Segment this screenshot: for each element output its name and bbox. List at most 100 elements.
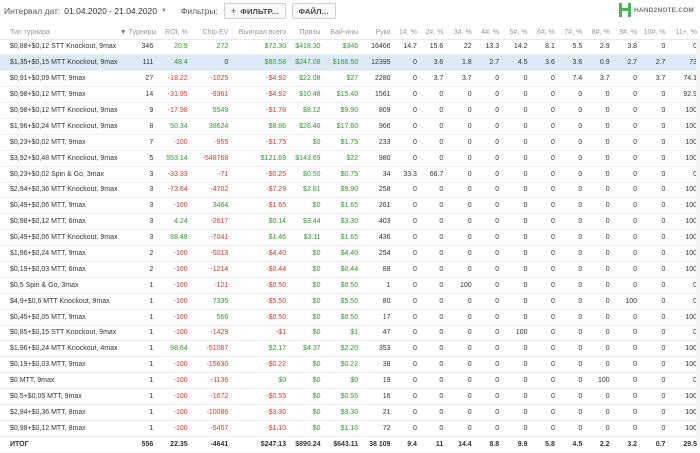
table-cell: 15.6 (419, 39, 447, 56)
table-cell: 0 (502, 293, 531, 310)
table-cell: 17 (361, 309, 394, 326)
column-header[interactable]: 6#, % (530, 26, 558, 40)
table-row[interactable]: $1,96+$0,24 MTT Knockout, 9max 8 50.34 3862… (0, 118, 700, 135)
table-cell: 0 (419, 134, 447, 151)
table-row[interactable]: $0,49+$0,06 MTT Knockout, 9max 3 88.48 -704… (0, 229, 700, 247)
total-cell: 38 109 (361, 435, 394, 453)
table-cell: 0 (640, 150, 669, 167)
table-row[interactable]: $2,94+$0,36 MTT Knockout, 9max 3 -73.64 -47… (0, 182, 700, 199)
column-header-label: 4#, % (481, 28, 500, 36)
date-range-picker[interactable]: 01.04.2020 - 21.04.2020 ▼ (64, 6, 167, 16)
column-header[interactable]: 9#, % (612, 26, 641, 40)
table-row[interactable]: $0,23+$0,02 MTT, 9max 7 -100 -955 -$1.75 $0 $1… (0, 134, 700, 151)
table-cell: 72 (361, 420, 394, 437)
table-cell: 0 (612, 150, 641, 167)
table-cell: 0 (640, 372, 669, 390)
column-header[interactable]: Тип турнира (0, 26, 120, 40)
table-cell: 100 (668, 118, 700, 135)
table-cell: 0 (640, 86, 669, 104)
table-row[interactable]: $0,91+$0,09 MTT, 9max 27 -18.22 -1025 -$4.92… (0, 70, 700, 88)
table-cell: 403 (361, 213, 394, 231)
table-cell: 0 (502, 404, 531, 421)
column-header[interactable]: 11+, % (668, 26, 700, 40)
table-row[interactable]: $0,23+$0,02 Spin & Go, 3max 3 -33.33 -71 -$0… (0, 166, 700, 183)
table-cell: 48.4 (156, 54, 191, 72)
table-row[interactable]: $0,45+$0,05 MTT, 9max 1 -100 566 -$0.50 $0 $0.… (0, 309, 700, 326)
table-cell: 0 (502, 70, 531, 88)
table-row[interactable]: $0,88+$0,12 STT Knockout, 9max 346 20.9 272… (0, 39, 700, 56)
table-cell: $1.10 (323, 420, 362, 437)
table-cell: 0 (530, 182, 558, 199)
column-header[interactable]: Chip EV (190, 26, 232, 40)
table-row[interactable]: $0,19+$0,03 MTT, 9max 1 -100 -15630 -$0.22 $0… (0, 356, 700, 374)
file-button[interactable]: ФАЙЛ... (291, 3, 336, 19)
table-row[interactable]: $0,5 Spin & Go, 3max 1 -100 -121 -$0.50 $0 $0.… (0, 277, 700, 294)
table-row[interactable]: $1,96+$0,24 MTT, 9max 2 -100 -5013 -$4.40 $0 $… (0, 245, 700, 262)
tournament-stats-table: Тип турнира ▼ Турниры ROI, % Chip EV Выиграл … (0, 26, 700, 453)
table-cell: 0 (585, 309, 613, 326)
column-header[interactable]: 3#, % (446, 26, 475, 40)
total-cell: 9.9 (502, 435, 531, 453)
table-cell: 2.7 (640, 54, 669, 72)
table-cell: 0 (530, 86, 558, 104)
table-cell: 0 (474, 261, 503, 278)
table-cell: 80 (361, 293, 394, 310)
table-row[interactable]: $4,9+$0,6 MTT Knockout, 9max 1 -100 7335 -$5… (0, 293, 700, 310)
total-cell: 556 (119, 435, 157, 453)
vertical-scrollbar[interactable] (696, 40, 700, 440)
table-row[interactable]: $0 MTT, 9max 1 -100 -1136 $0 $0 $0 19 0 0 0 0 0 0 0 100… (0, 372, 700, 390)
logo: HAND2NOTE.COM (618, 3, 694, 17)
table-row[interactable]: $0,98+$0,12 MTT, 6max 3 4.24 -2617 $0.14 $3.4… (0, 213, 700, 231)
table-cell: -$1 (231, 325, 290, 342)
table-cell: 0 (393, 70, 420, 88)
table-cell: 0 (502, 134, 531, 151)
table-cell: 0 (612, 86, 641, 104)
plus-icon: + (230, 6, 237, 16)
column-header[interactable]: 4#, % (474, 26, 503, 40)
column-header[interactable]: 2#, % (419, 26, 447, 40)
table-cell: -73.64 (156, 182, 191, 199)
column-header[interactable]: ▼ Турниры (119, 26, 157, 40)
column-header[interactable]: ROI, % (156, 26, 191, 40)
table-cell: 0 (612, 277, 641, 294)
column-header[interactable]: 10#, % (640, 26, 669, 40)
table-cell: 2280 (361, 70, 394, 88)
table-row[interactable]: $0,49+$0,06 MTT, 9max 3 -100 3464 -$1.65 $0 $1… (0, 197, 700, 215)
column-header[interactable]: 7#, % (557, 26, 586, 40)
column-header[interactable]: Бай-ины (323, 26, 362, 40)
table-row[interactable]: $0,98+$0,12 MTT, 8max 1 -100 -5457 -$1.10 $0 $… (0, 420, 700, 437)
table-cell: 38624 (190, 118, 232, 135)
table-cell: 2.9 (585, 39, 613, 56)
table-cell: -$0.50 (231, 277, 290, 294)
table-cell: 0 (474, 309, 503, 326)
table-row[interactable]: $0,98+$0,12 MTT, 9max 14 -31.95 -9361 -$4.92… (0, 86, 700, 104)
table-cell: 3.6 (557, 54, 586, 72)
column-header[interactable]: 8#, % (585, 26, 613, 40)
column-header[interactable]: 1#, % (393, 26, 420, 40)
column-header[interactable]: Руки (361, 26, 394, 40)
table-cell: -$7.29 (231, 182, 290, 199)
column-header[interactable]: Призы (289, 26, 324, 40)
table-row[interactable]: $0,19+$0,03 MTT, 6max 2 -100 -1214 -$0.44 $0 $… (0, 261, 700, 278)
table-cell: 92.9 (668, 86, 700, 104)
table-row[interactable]: $3,92+$0,48 MTT Knockout, 9max 5 553.14 -54… (0, 150, 700, 167)
table-row[interactable]: $1,96+$0,24 MTT Knockout, 4max 1 98.64 -510… (0, 340, 700, 358)
table-cell: $10.48 (289, 86, 324, 104)
column-header[interactable]: Выиграл всего (231, 26, 290, 40)
table-row[interactable]: $1,35+$0,15 MTT Knockout, 9max 111 48.4 0 $8… (0, 54, 700, 72)
column-header[interactable]: 5#, % (502, 26, 531, 40)
table-cell: $0,19+$0,03 MTT, 6max (0, 261, 120, 278)
table-cell: $0,98+$0,12 MTT, 9max (0, 86, 120, 104)
table-row[interactable]: $0,5+$0,05 MTT, 9max 1 -100 -1672 -$0.55 $0 $0… (0, 388, 700, 405)
table-cell: 100 (668, 388, 700, 405)
table-cell: 16466 (361, 39, 394, 56)
table-cell: $0,23+$0,02 MTT, 9max (0, 134, 120, 151)
table-cell: 0 (393, 340, 420, 358)
table-row[interactable]: $0,85+$0,15 STT Knockout, 9max 1 -100 -1429… (0, 325, 700, 342)
filter-button[interactable]: + ФИЛЬТР... (223, 3, 286, 19)
table-row[interactable]: $2,94+$0,36 MTT, 8max 1 -100 -10086 -$3.30 $0… (0, 404, 700, 421)
table-cell: 34 (361, 166, 394, 183)
table-row[interactable]: $0,98+$0,12 MTT Knockout, 9max 9 -17.98 554… (0, 102, 700, 119)
table-cell: $346 (323, 39, 362, 56)
column-header-label: Выиграл всего (238, 28, 287, 36)
